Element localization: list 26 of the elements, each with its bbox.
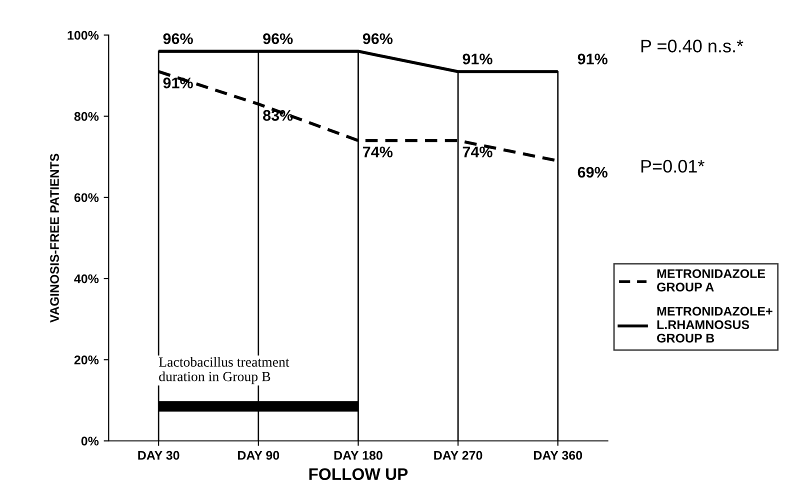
y-tick-label: 20% xyxy=(74,356,99,364)
y-tick-label: 80% xyxy=(74,112,99,121)
legend-label: METRONIDAZOLE+ L.RHAMNOSUS GROUP B xyxy=(657,306,772,343)
data-label: 96% xyxy=(362,33,393,44)
y-axis-title: VAGINOSIS-FREE PATIENTS xyxy=(50,154,59,323)
x-tick-label: DAY 180 xyxy=(334,450,382,460)
x-axis-title: FOLLOW UP xyxy=(309,468,408,480)
data-label: 96% xyxy=(263,33,293,44)
text: P=0.01* xyxy=(641,160,704,173)
x-tick-label: DAY 30 xyxy=(138,450,180,460)
x-tick-label: DAY 360 xyxy=(534,450,582,460)
data-label: 91% xyxy=(462,54,492,64)
y-tick-label: 60% xyxy=(74,193,99,202)
text: P =0.40 n.s.* xyxy=(641,40,744,52)
y-tick-label: 100% xyxy=(68,30,99,40)
y-tick-label: 0% xyxy=(81,436,99,446)
data-label: 91% xyxy=(578,54,608,64)
annotation: Lactobacillus treatment duration in Group B xyxy=(158,356,290,384)
x-tick-label: DAY 270 xyxy=(434,450,482,460)
data-label: 96% xyxy=(163,33,193,44)
y-tick-label: 40% xyxy=(74,274,99,284)
legend-label: METRONIDAZOLE GROUP A xyxy=(657,269,766,292)
x-tick-label: DAY 90 xyxy=(238,450,280,460)
data-label: 74% xyxy=(363,146,393,158)
data-label: 74% xyxy=(462,146,492,158)
data-label: 69% xyxy=(578,166,608,178)
